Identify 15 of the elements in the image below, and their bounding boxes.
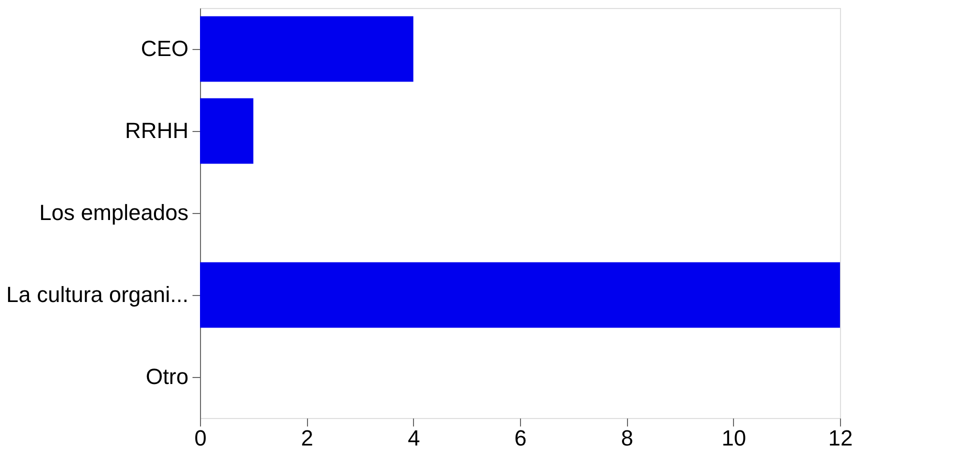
x-tick-label: 12	[828, 426, 853, 450]
x-tick-label: 8	[621, 426, 634, 450]
y-tick-label: Los empleados	[39, 200, 188, 225]
bar	[200, 16, 414, 82]
x-tick-label: 10	[722, 426, 746, 450]
x-tick-label: 4	[408, 426, 420, 450]
bar	[200, 262, 840, 328]
bar	[200, 98, 254, 164]
y-tick-label: La cultura organi...	[6, 282, 188, 307]
y-tick-label: Otro	[146, 364, 188, 389]
x-tick-label: 6	[514, 426, 527, 450]
y-tick-label: RRHH	[124, 118, 188, 143]
y-tick-label: CEO	[140, 36, 188, 61]
x-tick-label: 0	[194, 426, 207, 450]
x-tick-label: 2	[301, 426, 314, 450]
